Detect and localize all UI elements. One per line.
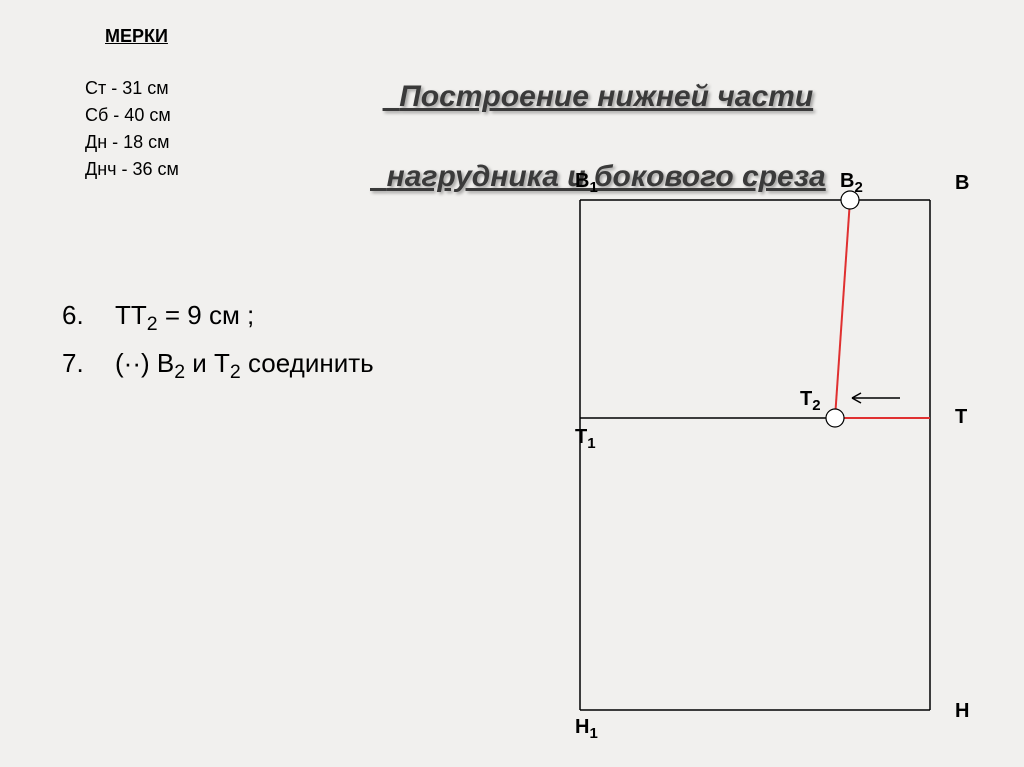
point-label-H1: Н1 (575, 716, 598, 742)
merki-heading: МЕРКИ (105, 26, 168, 47)
title-line-1: Построение нижней части (399, 80, 813, 113)
point-label-T2: Т2 (800, 388, 821, 414)
merki-item: Днч - 36 см (85, 159, 179, 180)
point-label-T1: Т1 (575, 426, 596, 452)
step-text: (··) В2 и Т2 соединить (115, 348, 374, 384)
point-label-B2: В2 (840, 170, 863, 196)
merki-item: Ст - 31 см (85, 78, 169, 99)
step-number: 6. (62, 300, 84, 331)
page-title: Построение нижней части нагрудника и бок… (370, 37, 826, 197)
title-line-2: нагрудника и бокового среза (387, 160, 826, 193)
step-number: 7. (62, 348, 84, 379)
point-label-B1: В1 (575, 170, 598, 196)
step-text: ТТ2 = 9 см ; (115, 300, 254, 336)
merki-item: Дн - 18 см (85, 132, 170, 153)
pattern-diagram (570, 190, 980, 740)
point-label-B: В (955, 172, 969, 195)
point-label-H: Н (955, 700, 969, 723)
point-label-T: Т (955, 406, 967, 429)
merki-item: Сб - 40 см (85, 105, 171, 126)
